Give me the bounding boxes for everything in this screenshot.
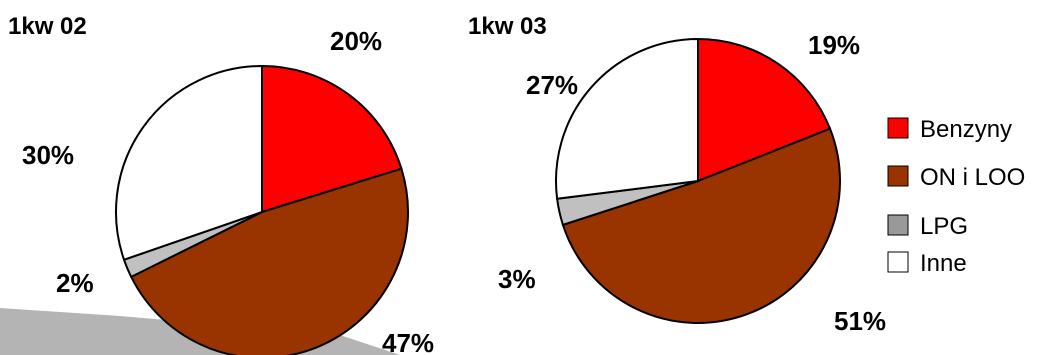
data-label-benzyny-1kw-03: 19% — [808, 30, 860, 60]
chart-title-1kw-02: 1kw 02 — [8, 13, 87, 40]
legend-label-inne: Inne — [920, 250, 967, 277]
data-label-lpg-1kw-02: 2% — [56, 268, 94, 298]
legend-swatch-benzyny — [887, 117, 909, 139]
data-label-inne-1kw-03: 27% — [526, 70, 578, 100]
pie-chart-1kw-02 — [115, 64, 409, 355]
legend-item-benzyny: Benzyny — [887, 116, 1012, 143]
data-label-benzyny-1kw-02: 20% — [330, 26, 382, 56]
data-label-on-i-loo-1kw-02: 47% — [382, 328, 434, 355]
chart-title-1kw-03: 1kw 03 — [468, 13, 547, 40]
legend-item-inne: Inne — [887, 250, 967, 277]
pie-chart-1kw-03 — [555, 37, 841, 325]
legend-label-lpg: LPG — [920, 213, 968, 240]
legend-item-lpg: LPG — [887, 213, 968, 240]
data-label-inne-1kw-02: 30% — [22, 140, 74, 170]
pie-slice-benzyny-1kw-02 — [261, 64, 403, 214]
pie-slice-benzyny-1kw-03 — [697, 37, 832, 183]
pie-slice-inne-1kw-02 — [115, 64, 263, 262]
legend-swatch-inne — [887, 251, 909, 273]
legend: Benzyny ON i LOO LPG Inne — [887, 116, 1025, 277]
legend-label-benzyny: Benzyny — [920, 116, 1012, 143]
pie-slice-inne-1kw-03 — [555, 37, 699, 200]
legend-label-on-i-loo: ON i LOO — [920, 164, 1025, 191]
pie-slice-on-i-loo-1kw-03 — [561, 127, 841, 325]
legend-swatch-lpg — [887, 214, 909, 236]
pie-slice-on-i-loo-1kw-02 — [129, 167, 409, 355]
data-label-lpg-1kw-03: 3% — [498, 264, 536, 294]
legend-item-on-i-loo: ON i LOO — [887, 164, 1025, 191]
legend-swatch-on-i-loo — [887, 165, 909, 187]
data-label-on-i-loo-1kw-03: 51% — [834, 306, 886, 336]
